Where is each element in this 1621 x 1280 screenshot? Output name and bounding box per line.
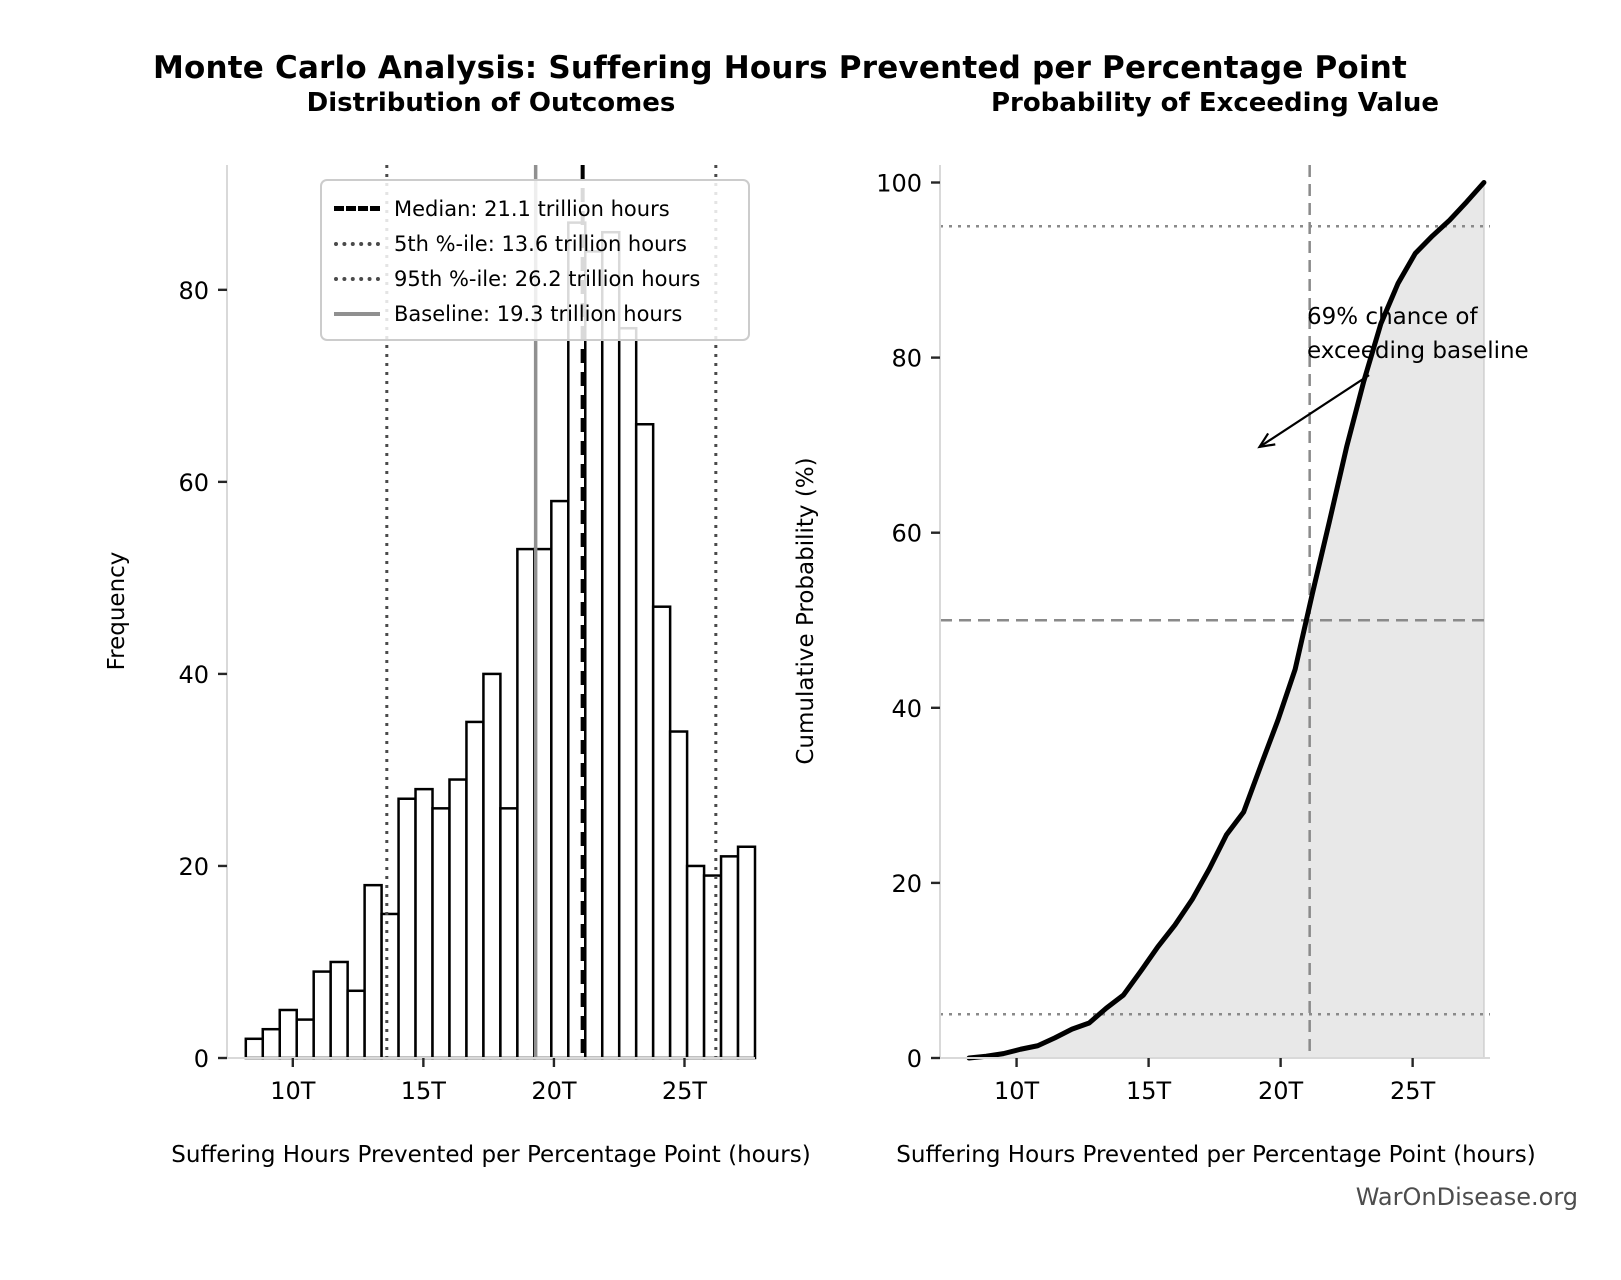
histogram-bar	[584, 250, 604, 1060]
legend-line-sample	[334, 276, 380, 281]
legend-label: Baseline: 19.3 trillion hours	[394, 301, 683, 326]
annotation-text: 69% chance of exceeding baseline	[1307, 300, 1529, 368]
x-tick-label: 25T	[662, 1077, 708, 1105]
histogram-bar	[736, 845, 757, 1060]
histogram-bar	[261, 1027, 281, 1060]
legend-label: 5th %-ile: 13.6 trillion hours	[394, 231, 687, 256]
legend-label: 95th %-ile: 26.2 trillion hours	[394, 266, 701, 291]
histogram-bar	[363, 883, 383, 1060]
legend-line-sample	[334, 241, 380, 246]
x-tick-label: 10T	[270, 1077, 316, 1105]
histogram-bar	[702, 874, 723, 1060]
y-tick-label: 0	[194, 1045, 209, 1073]
legend-item-p5: 5th %-ile: 13.6 trillion hours	[334, 226, 734, 261]
histogram-bar	[278, 1008, 298, 1060]
y-tick-label: 20	[891, 870, 922, 898]
legend-line-sample	[334, 206, 380, 211]
y-tick-label: 80	[178, 277, 209, 305]
histogram-bar	[312, 970, 332, 1060]
histogram-bar	[448, 778, 468, 1060]
y-tick-label: 20	[178, 853, 209, 881]
histogram-bar	[346, 989, 366, 1060]
histogram-bar	[634, 423, 655, 1060]
y-tick-label: 100	[876, 170, 922, 198]
annotation-line-1: 69% chance of	[1307, 304, 1478, 330]
histogram-bar	[550, 499, 570, 1060]
y-tick-label: 60	[178, 469, 209, 497]
y-tick-label: 80	[891, 345, 922, 373]
histogram-bar	[516, 547, 536, 1060]
histogram-bar	[482, 672, 502, 1060]
histogram-bar	[295, 1018, 315, 1060]
histogram-bar	[329, 960, 349, 1060]
legend-item-p95: 95th %-ile: 26.2 trillion hours	[334, 261, 734, 296]
x-tick-label: 20T	[1258, 1077, 1304, 1105]
figure-title: Monte Carlo Analysis: Suffering Hours Pr…	[152, 50, 1408, 86]
histogram-bar	[397, 797, 417, 1060]
histogram-bar	[719, 855, 740, 1060]
x-tick-label: 10T	[994, 1077, 1040, 1105]
y-tick-label: 0	[907, 1045, 922, 1073]
histogram-ylabel: Frequency	[104, 551, 130, 671]
x-tick-label: 15T	[401, 1077, 447, 1105]
annotation-arrow-head	[1257, 432, 1276, 449]
cdf-plot: 10T 15T 20T 25T 0 20 40 60 80 100	[876, 165, 1490, 1105]
histogram-xlabel: Suffering Hours Prevented per Percentage…	[171, 1142, 811, 1168]
x-tick-label: 15T	[1126, 1077, 1172, 1105]
watermark: WarOnDisease.org	[1355, 1183, 1578, 1211]
histogram-bar	[244, 1037, 265, 1060]
annotation-arrow-shaft	[1258, 374, 1370, 448]
x-tick-label: 20T	[531, 1077, 577, 1105]
histogram-title: Distribution of Outcomes	[306, 88, 676, 118]
histogram-bar	[431, 807, 451, 1060]
legend-line-sample	[334, 311, 380, 316]
cdf-xlabel: Suffering Hours Prevented per Percentage…	[896, 1142, 1536, 1168]
cdf-curve	[966, 180, 1487, 1061]
histogram-bar	[380, 912, 400, 1060]
legend-item-baseline: Baseline: 19.3 trillion hours	[334, 296, 734, 331]
histogram-bar	[651, 605, 672, 1060]
x-tick-label: 25T	[1390, 1077, 1436, 1105]
histogram-bar	[414, 787, 434, 1060]
cdf-ylabel: Cumulative Probability (%)	[793, 457, 819, 765]
legend-item-median: Median: 21.1 trillion hours	[334, 191, 734, 226]
y-tick-label: 40	[178, 661, 209, 689]
legend-label: Median: 21.1 trillion hours	[394, 196, 670, 221]
legend: Median: 21.1 trillion hours 5th %-ile: 13…	[320, 179, 750, 341]
histogram-bar	[685, 864, 706, 1060]
histogram-plot: 10T 15T 20T 25T 0 20 40 60 80	[178, 165, 757, 1105]
annotation-line-2: exceeding baseline	[1307, 338, 1529, 364]
y-tick-label: 60	[891, 520, 922, 548]
histogram-bar	[600, 230, 621, 1060]
histogram-bar	[465, 720, 485, 1060]
histogram-bar	[617, 326, 638, 1060]
histogram-bar	[499, 807, 519, 1060]
cdf-title: Probability of Exceeding Value	[990, 88, 1440, 118]
y-tick-label: 40	[891, 695, 922, 723]
histogram-bar	[668, 730, 689, 1060]
